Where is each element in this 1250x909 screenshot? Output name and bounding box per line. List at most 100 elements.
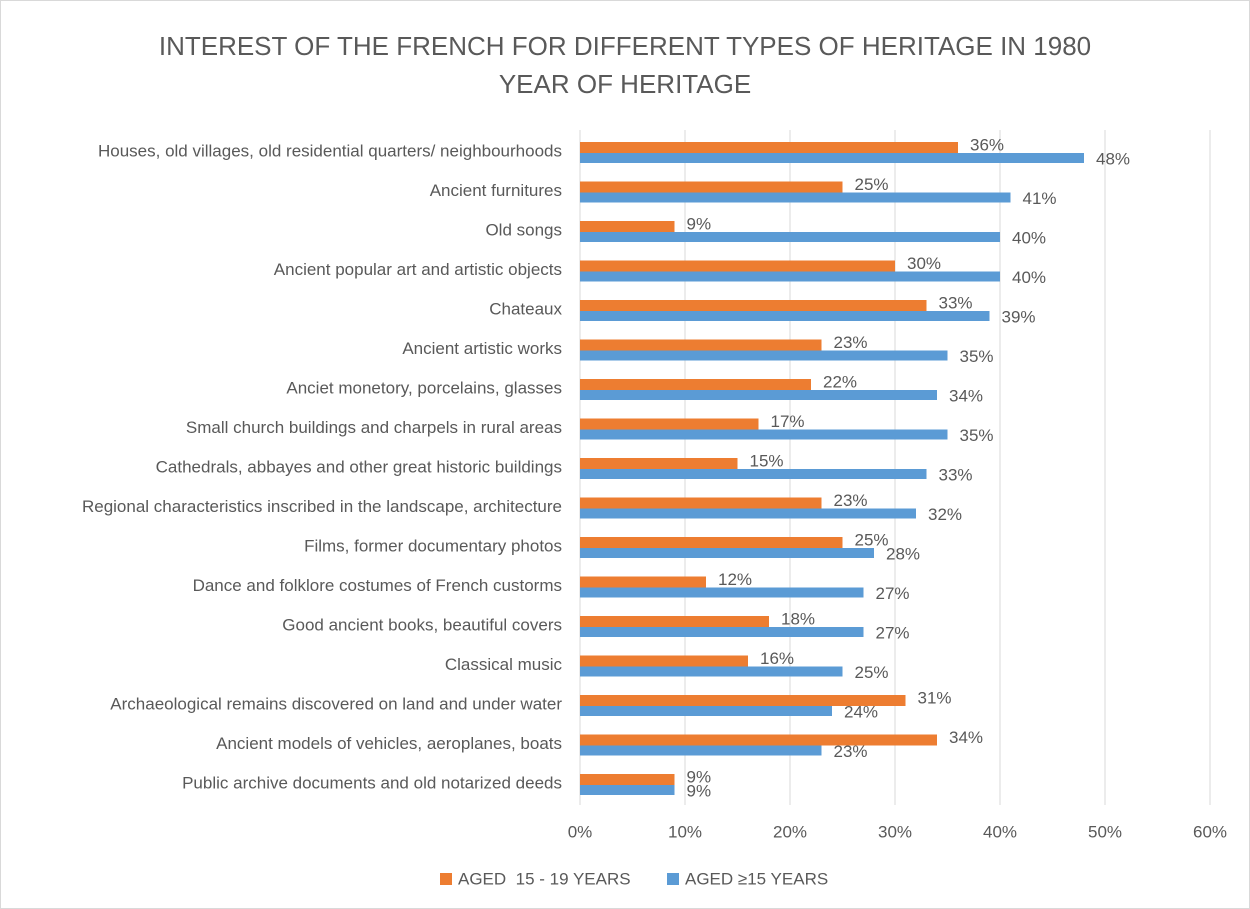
y-tick-label: Ancient models of vehicles, aeroplanes, … [216,734,562,753]
y-tick-label: Ancient artistic works [402,339,562,358]
y-tick-label: Old songs [485,220,562,239]
bar [580,616,769,627]
bar [580,548,874,558]
bar [580,271,1000,282]
data-label: 25% [855,663,889,682]
bar [580,774,675,785]
x-tick-label: 40% [983,822,1017,841]
data-label: 31% [918,688,952,707]
bar [580,350,948,361]
bar [580,181,843,193]
bar [580,734,937,746]
bar [580,587,864,598]
bar [580,627,864,637]
data-label: 25% [855,530,889,549]
y-tick-label: Regional characteristics inscribed in th… [82,497,562,516]
x-tick-label: 10% [668,822,702,841]
bar [580,339,822,351]
data-label: 9% [687,214,712,233]
y-tick-label: Ancient furnitures [430,181,562,200]
legend-label: AGED ≥15 YEARS [685,869,828,888]
data-label: 32% [928,505,962,524]
data-label: 39% [1002,307,1036,326]
y-tick-label: Classical music [445,655,563,674]
x-tick-label: 20% [773,822,807,841]
data-label: 22% [823,372,857,391]
y-tick-label: Dance and folklore costumes of French cu… [193,576,562,595]
data-label: 34% [949,386,983,405]
bar [580,655,748,667]
bar [580,142,958,153]
data-label: 40% [1012,228,1046,247]
bar [580,745,822,756]
bar [580,418,759,430]
data-label: 28% [886,544,920,563]
bar [580,458,738,469]
data-label: 35% [960,347,994,366]
legend-label: AGED 15 - 19 YEARS [458,869,631,888]
bar [580,379,811,390]
bar [580,390,937,400]
y-tick-label: Archaeological remains discovered on lan… [110,694,562,713]
bar [580,153,1084,163]
bar [580,706,832,716]
y-tick-label: Anciet monetory, porcelains, glasses [286,378,562,397]
bar [580,469,927,479]
x-tick-label: 0% [568,822,593,841]
bar [580,695,906,706]
bar [580,537,843,548]
y-tick-label: Films, former documentary photos [304,536,562,555]
bar [580,497,822,509]
data-label: 9% [687,781,712,800]
bar [580,192,1011,203]
data-label: 33% [939,465,973,484]
bar [580,429,948,440]
y-tick-label: Houses, old villages, old residential qu… [98,141,562,160]
x-tick-label: 60% [1193,822,1227,841]
data-label: 15% [750,451,784,470]
data-label: 41% [1023,189,1057,208]
x-tick-label: 30% [878,822,912,841]
bar [580,311,990,321]
data-label: 25% [855,175,889,194]
data-label: 27% [876,584,910,603]
data-label: 23% [834,333,868,352]
y-tick-label: Public archive documents and old notariz… [182,773,562,792]
chart-title: INTEREST OF THE FRENCH FOR DIFFERENT TYP… [159,31,1091,61]
bar [580,785,675,795]
data-label: 33% [939,293,973,312]
data-label: 48% [1096,149,1130,168]
data-label: 30% [907,254,941,273]
y-tick-label: Chateaux [489,299,562,318]
bar [580,576,706,588]
data-label: 34% [949,728,983,747]
data-label: 18% [781,609,815,628]
y-tick-label: Small church buildings and charpels in r… [186,418,562,437]
y-tick-label: Cathedrals, abbayes and other great hist… [156,457,562,476]
data-label: 35% [960,426,994,445]
data-label: 27% [876,623,910,642]
data-label: 16% [760,649,794,668]
legend-swatch [667,873,679,885]
bar [580,508,916,519]
bar [580,221,675,232]
y-tick-label: Ancient popular art and artistic objects [274,260,562,279]
bar [580,232,1000,242]
data-label: 36% [970,135,1004,154]
data-label: 23% [834,491,868,510]
data-label: 9% [687,767,712,786]
chart-title: YEAR OF HERITAGE [499,69,751,99]
bar [580,300,927,311]
data-label: 17% [771,412,805,431]
x-tick-label: 50% [1088,822,1122,841]
bar [580,260,895,272]
legend-swatch [440,873,452,885]
data-label: 12% [718,570,752,589]
bar [580,666,843,677]
data-label: 24% [844,702,878,721]
data-label: 40% [1012,268,1046,287]
y-tick-label: Good ancient books, beautiful covers [282,615,562,634]
data-label: 23% [834,742,868,761]
